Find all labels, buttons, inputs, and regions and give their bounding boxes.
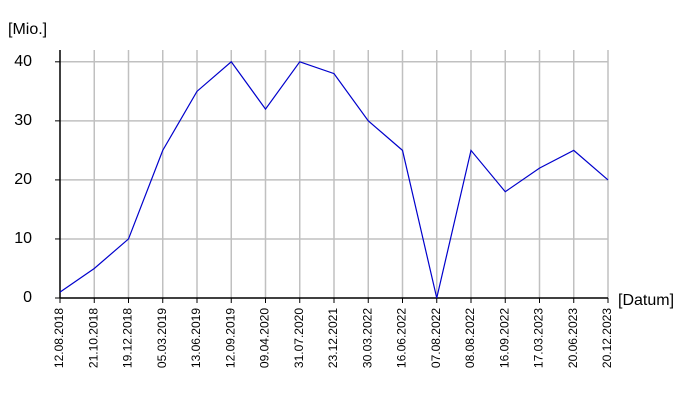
x-tick-label: 12.08.2018 [52, 308, 66, 368]
x-tick-label: 17.03.2023 [532, 308, 546, 368]
x-tick-label: 09.04.2020 [258, 308, 272, 368]
x-tick-label: 19.12.2018 [121, 308, 135, 368]
x-tick-label: 21.10.2018 [86, 308, 100, 368]
x-tick-label: 30.03.2022 [360, 308, 374, 368]
x-tick-label: 20.06.2023 [566, 308, 580, 368]
x-tick-label: 13.06.2019 [189, 308, 203, 368]
x-tick-label: 16.06.2022 [395, 308, 409, 368]
x-tick-label: 08.08.2022 [463, 308, 477, 368]
y-tick-label: 10 [14, 230, 32, 247]
data-line [59, 60, 609, 299]
y-axis-label: [Mio.] [8, 21, 47, 38]
x-tick-label: 20.12.2023 [600, 308, 614, 368]
x-tick-label: 05.03.2019 [155, 308, 169, 368]
x-axis-label: [Datum] [618, 292, 674, 309]
y-tick-label: 20 [14, 171, 32, 188]
x-tick-label: 31.07.2020 [292, 308, 306, 368]
y-tick-label: 0 [23, 289, 32, 306]
y-tick-label: 40 [14, 53, 32, 70]
y-tick-label: 30 [14, 112, 32, 129]
x-tick-label: 16.09.2022 [497, 308, 511, 368]
x-tick-label: 23.12.2021 [326, 308, 340, 368]
x-tick-label: 12.09.2019 [223, 308, 237, 368]
x-tick-label: 07.08.2022 [429, 308, 443, 368]
